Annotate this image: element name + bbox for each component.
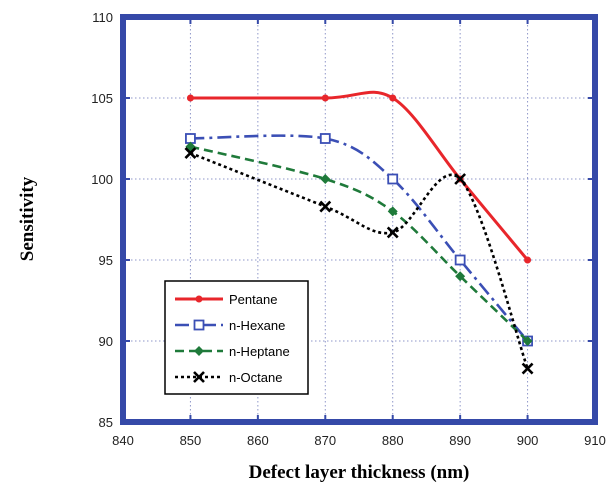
- tick-labels: 840 850 860 870 880 890 900 910 85 90 95 100 105 110: [91, 10, 606, 448]
- y-tick-label: 105: [91, 91, 113, 106]
- data-point-n-heptane: [522, 336, 533, 346]
- series-line-n-hexane: [190, 134, 529, 342]
- data-point-n-octane: [184, 147, 197, 159]
- data-point-n-hexane: [319, 133, 331, 144]
- legend-label-n-hexane: n-Hexane: [229, 318, 285, 333]
- x-tick-label: 890: [449, 433, 471, 448]
- x-tick-label: 860: [247, 433, 269, 448]
- x-tick-label: 850: [180, 433, 202, 448]
- x-tick-label: 900: [517, 433, 539, 448]
- legend-marker-n-hexane: [193, 319, 205, 331]
- y-tick-label: 100: [91, 172, 113, 187]
- y-tick-label: 90: [99, 334, 113, 349]
- series-n-heptane: [185, 141, 533, 346]
- data-point-n-octane: [319, 200, 332, 213]
- data-point-n-heptane: [387, 206, 398, 217]
- legend-marker-n-octane: [193, 371, 205, 383]
- data-point-pentane: [321, 94, 329, 102]
- legend: Pentane n-Hexane n-Heptane n-Octane: [164, 280, 309, 395]
- data-point-n-heptane: [320, 174, 331, 184]
- legend-marker-pentane: [195, 295, 203, 303]
- series-n-octane: [184, 147, 534, 375]
- data-point-n-octane: [454, 173, 467, 185]
- series-layer: [184, 90, 534, 375]
- legend-label-n-heptane: n-Heptane: [229, 344, 290, 359]
- x-tick-label: 880: [382, 433, 404, 448]
- series-line-pentane: [190, 90, 529, 261]
- legend-label-pentane: Pentane: [229, 292, 277, 307]
- x-tick-label: 870: [314, 433, 336, 448]
- series-line-n-octane: [189, 151, 529, 369]
- y-tick-label: 110: [92, 10, 113, 25]
- x-axis-label: Defect layer thickness (nm): [249, 462, 470, 483]
- data-point-pentane: [524, 256, 532, 264]
- y-tick-label: 95: [99, 253, 113, 268]
- data-point-n-hexane: [454, 254, 466, 266]
- x-tick-label: 840: [112, 433, 134, 448]
- legend-label-n-octane: n-Octane: [229, 370, 282, 385]
- y-tick-label: 85: [99, 415, 113, 430]
- data-point-pentane: [186, 94, 194, 102]
- data-point-n-octane: [386, 226, 399, 239]
- series-pentane: [186, 90, 532, 264]
- data-point-n-hexane: [387, 173, 399, 185]
- data-point-pentane: [389, 94, 397, 102]
- plot-frame: [120, 14, 598, 425]
- y-axis-label: Sensitivity: [17, 176, 38, 261]
- data-point-n-octane: [521, 362, 534, 375]
- data-point-n-heptane: [455, 271, 466, 282]
- legend-marker-n-heptane: [194, 346, 204, 356]
- x-tick-label: 910: [584, 433, 606, 448]
